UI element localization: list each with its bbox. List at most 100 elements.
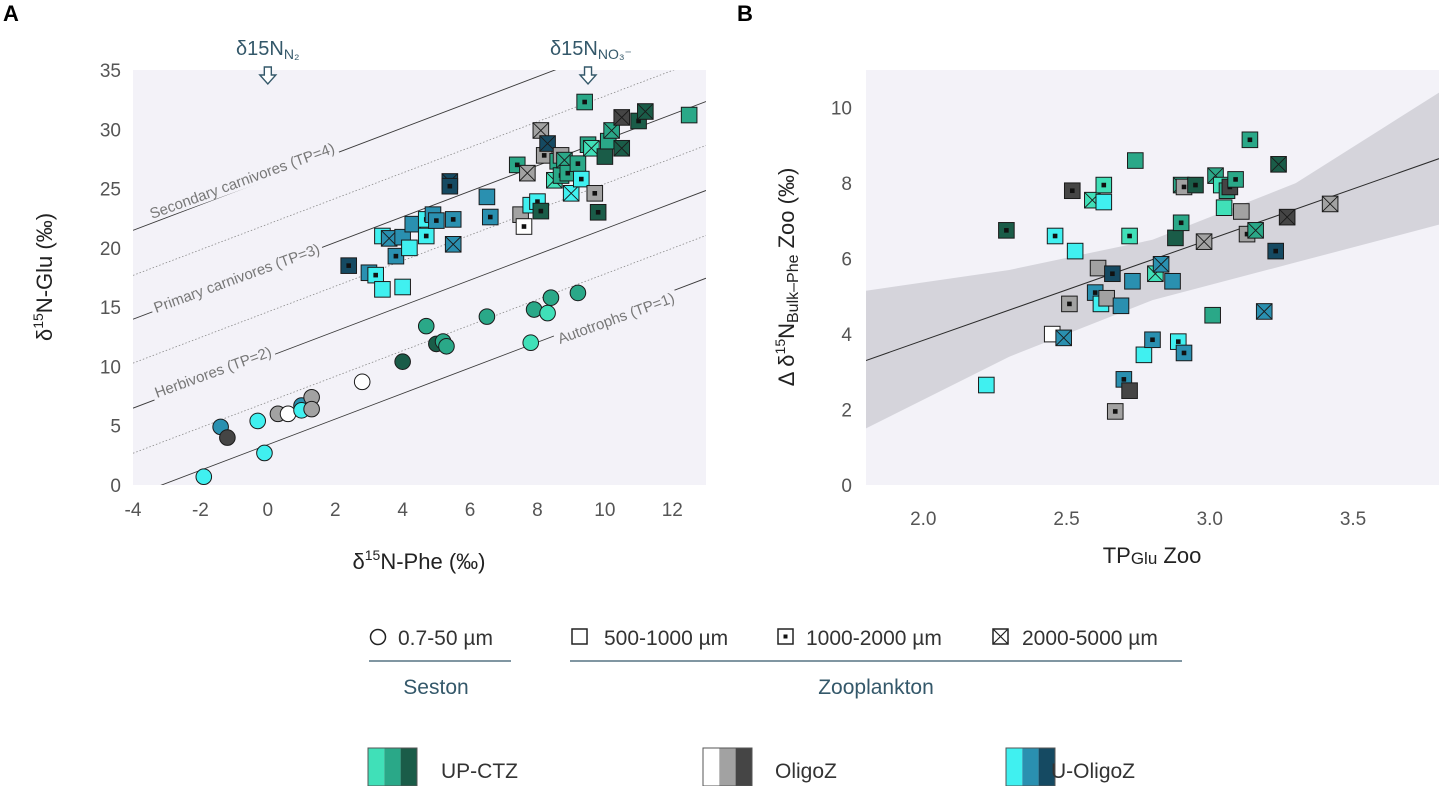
b-point-28: [1167, 229, 1184, 247]
panel-b-letter: B: [737, 1, 753, 26]
panel-a: Secondary carnivores (TP=4) Primary carn…: [30, 38, 706, 574]
a-point-71: [613, 109, 631, 126]
a-point-60: [562, 185, 580, 202]
annotation-no3: δ15NNO₃⁻: [550, 38, 632, 86]
swatch-color-0: [368, 748, 385, 786]
b-y-tick-2: 4: [841, 325, 852, 346]
b-point-46: [1247, 222, 1264, 239]
b-point-35: [1195, 233, 1213, 250]
tp-label-gap: [150, 343, 277, 402]
arrow-down-icon: [258, 66, 278, 86]
panel-a-y-axis-label: δ15N-Glu (‰): [30, 213, 57, 341]
a-y-tick-0: 0: [110, 476, 121, 497]
swatch-color-1: [384, 748, 401, 786]
swatch-u-oligoz: [1005, 747, 1056, 786]
legend-up-ctz-label: UP-CTZ: [441, 760, 518, 783]
a-point-17: [478, 308, 496, 325]
a-x-tick-5: 6: [465, 500, 476, 521]
regression-line: [866, 158, 1439, 361]
panel-b-points: [978, 131, 1339, 420]
panel-a-ticks: -4 -2 0 2 4 6 8 10 12 0 5 10 15 20 25 30 35: [100, 61, 683, 521]
panel-b-x-axis-label: TPGlu Zoo: [1103, 543, 1202, 568]
a-point-26: [374, 281, 391, 298]
b-y-tick-4: 8: [841, 174, 852, 195]
b-point-23: [1135, 346, 1153, 364]
swatch-color-2: [1038, 748, 1055, 786]
legend-open-square-icon: [571, 628, 588, 645]
tp-line-5: [133, 70, 675, 276]
a-point-42: [478, 188, 496, 206]
legend-circle-label: 0.7-50 µm: [398, 627, 493, 650]
a-point-10: [303, 400, 320, 418]
annotation-n2: δ15NN₂: [236, 38, 299, 86]
a-point-13: [417, 317, 435, 335]
swatch-color-1: [719, 748, 736, 786]
a-point-20: [539, 304, 556, 322]
swatch-color-1: [1022, 748, 1039, 786]
b-point-19: [1121, 382, 1138, 399]
a-point-50: [532, 202, 550, 220]
arrow-down-icon: [578, 66, 598, 86]
b-point-39: [1215, 199, 1233, 217]
b-point-49: [1270, 156, 1287, 173]
panel-b-ticks: 2.0 2.5 3.0 3.5 0 2 4 6 8 10: [831, 99, 1366, 530]
zooplankton-title: Zooplankton: [818, 676, 934, 699]
a-point-32: [401, 239, 418, 257]
tp-label-gap: [553, 289, 680, 348]
a-point-27: [394, 278, 411, 296]
b-point-6: [1063, 182, 1081, 200]
a-x-tick-1: -2: [192, 500, 209, 521]
a-x-tick-4: 4: [397, 500, 408, 521]
legend-x-square-icon: [992, 628, 1009, 645]
b-point-1: [998, 222, 1015, 239]
b-point-5: [1061, 295, 1078, 313]
panel-b: 2.0 2.5 3.0 3.5 0 2 4 6 8 10 TPGlu Zoo Δ δ15NBulk…: [772, 70, 1439, 568]
swatch-color-0: [703, 748, 720, 786]
a-point-1: [219, 429, 236, 446]
a-point-34: [417, 227, 435, 245]
b-point-13: [1095, 193, 1113, 211]
a-point-53: [539, 135, 556, 152]
a-x-tick-3: 2: [330, 500, 341, 521]
a-y-tick-4: 20: [100, 239, 121, 260]
a-x-tick-0: -4: [125, 500, 142, 521]
panel-b-y-axis-label: Δ δ15NBulk–Phe Zoo (‰): [772, 168, 802, 387]
tp-line-3: [133, 145, 706, 364]
legend-open-square-label: 500-1000 µm: [604, 627, 728, 650]
tp-label-gap: [145, 139, 340, 223]
annotation-no3-label: δ15NNO₃⁻: [550, 38, 632, 62]
b-point-30: [1172, 214, 1190, 232]
a-point-74: [637, 103, 654, 120]
a-point-25: [367, 266, 384, 284]
color-legend: UP-CTZ OligoZ U-OligoZ: [367, 747, 1135, 786]
a-point-41: [444, 236, 462, 253]
a-point-61: [569, 155, 587, 172]
b-point-47: [1255, 303, 1273, 320]
a-point-22: [569, 284, 587, 302]
a-point-37: [428, 212, 445, 229]
a-point-62: [572, 170, 590, 188]
a-point-40: [444, 211, 462, 228]
marker-legend: 0.7-50 µm 500-1000 µm 1000-2000 µm 2000-…: [369, 627, 1182, 699]
b-point-43: [1233, 203, 1250, 220]
b-point-32: [1175, 344, 1193, 362]
legend-oligoz-label: OligoZ: [775, 760, 837, 783]
b-y-tick-1: 2: [841, 401, 852, 422]
b-point-22: [1127, 152, 1144, 169]
legend-x-square-label: 2000-5000 µm: [1022, 627, 1158, 650]
a-point-16: [438, 337, 455, 355]
a-point-4: [256, 444, 273, 462]
confidence-band: [866, 92, 1439, 429]
legend-dot-square-icon: [777, 628, 794, 645]
b-x-tick-2: 3.0: [1197, 509, 1223, 530]
b-point-50: [1278, 208, 1296, 226]
legend-dot-square-label: 1000-2000 µm: [806, 627, 942, 650]
swatch-color-0: [1006, 748, 1023, 786]
a-x-tick-2: 0: [263, 500, 274, 521]
a-point-3: [249, 412, 267, 430]
a-point-66: [586, 185, 604, 202]
b-point-34: [1187, 176, 1204, 194]
a-point-18: [522, 334, 540, 352]
b-point-36: [1204, 306, 1221, 324]
